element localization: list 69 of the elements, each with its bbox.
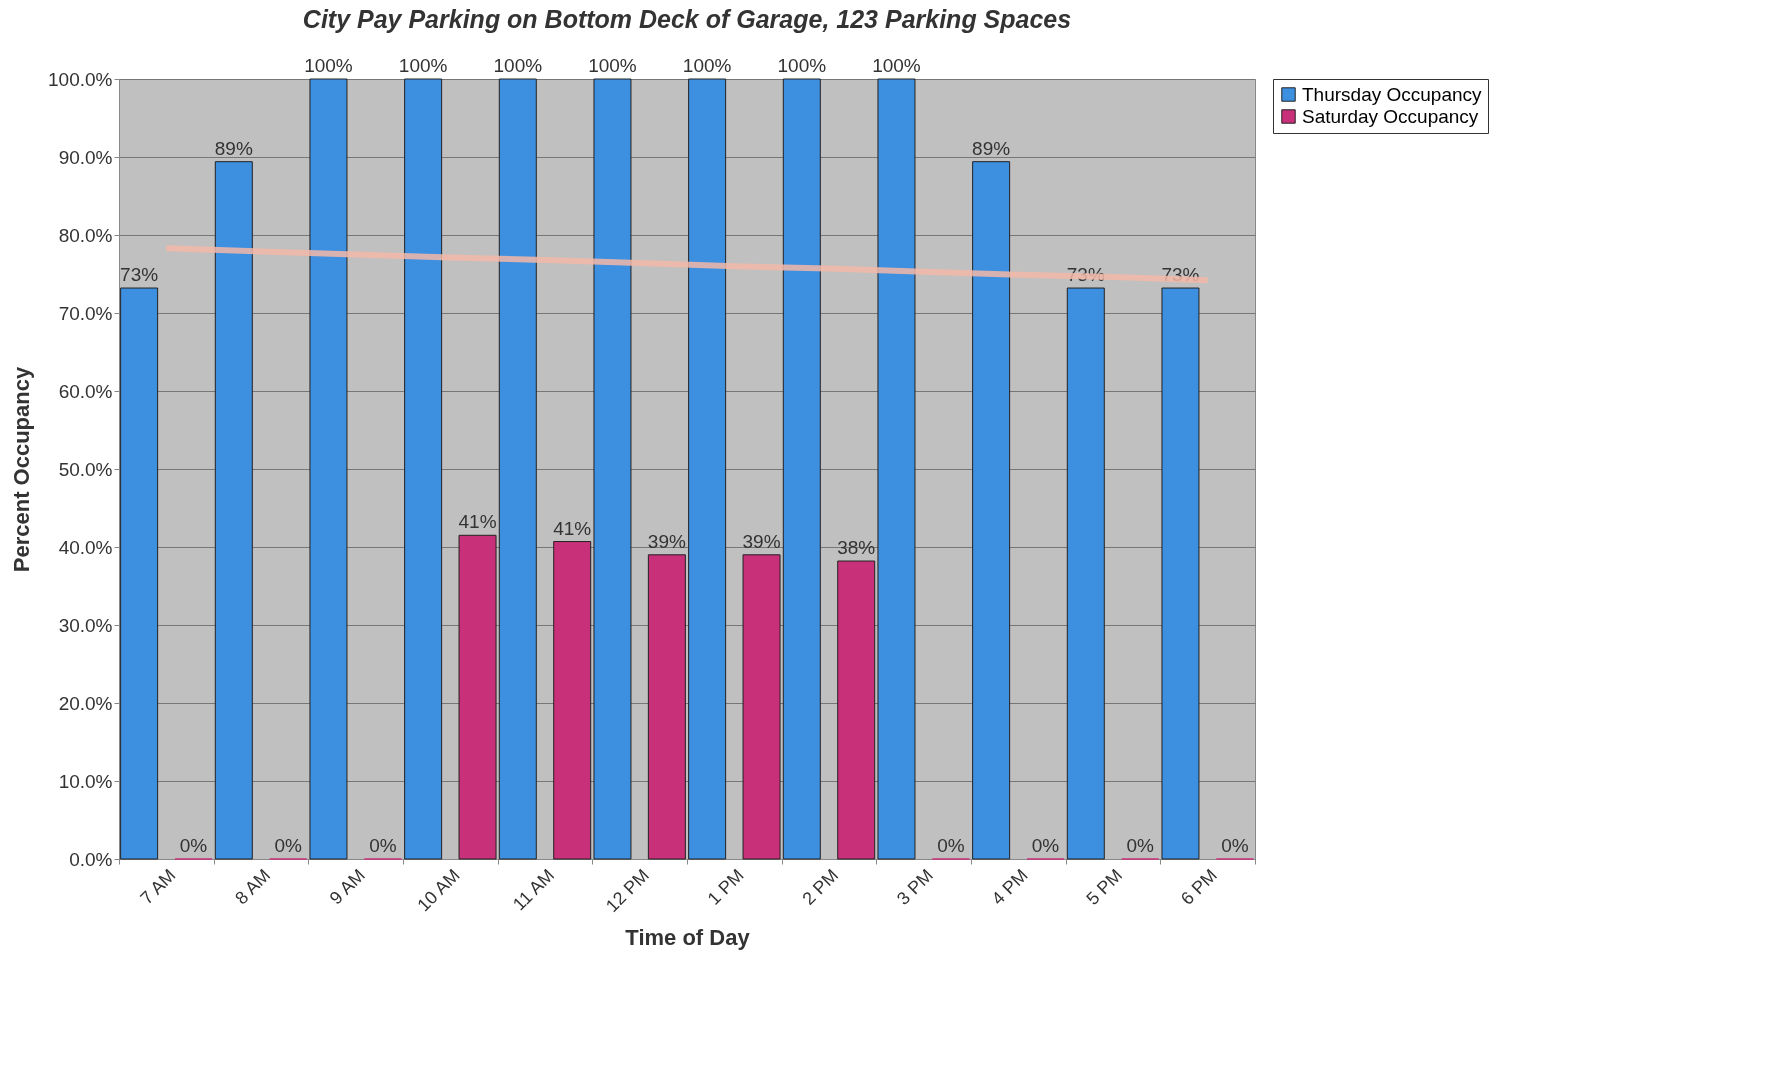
bar: [1066, 287, 1105, 860]
y-tick-label: 20.0%: [58, 692, 113, 714]
bar: [1161, 287, 1200, 860]
data-label: 100%: [304, 55, 353, 76]
x-tick-label: 4 PM: [987, 865, 1032, 909]
x-tick-label: 2 PM: [798, 865, 843, 909]
data-label: 73%: [1161, 264, 1200, 286]
bar: [742, 554, 781, 860]
data-label: 89%: [214, 137, 253, 159]
x-tick-label: 1 PM: [703, 865, 748, 909]
y-tick-label: 90.0%: [58, 146, 113, 168]
y-axis-title: Percent Occupancy: [9, 366, 35, 573]
data-label: 100%: [682, 55, 732, 76]
bar: [593, 78, 632, 860]
bar: [214, 161, 253, 860]
legend-label: Saturday Occupancy: [1302, 105, 1479, 127]
data-label: 0%: [1031, 835, 1060, 856]
data-label: 0%: [274, 835, 303, 856]
data-label: 0%: [369, 835, 397, 856]
y-tick-label: 30.0%: [58, 614, 113, 636]
x-tick-label: 5 PM: [1082, 865, 1127, 909]
y-tick-label: 60.0%: [58, 380, 113, 402]
x-axis-title: Time of Day: [625, 925, 751, 951]
y-tick-label: 0.0%: [69, 848, 113, 870]
bar: [972, 161, 1011, 860]
data-label: 0%: [1221, 835, 1249, 856]
data-label: 0%: [1126, 835, 1155, 856]
bar: [647, 554, 686, 860]
y-tick-label: 50.0%: [58, 458, 113, 480]
x-tick-label: 9 AM: [325, 865, 369, 909]
data-label: 39%: [742, 530, 781, 552]
x-tick-label: 11 AM: [508, 865, 559, 915]
data-label: 38%: [837, 537, 876, 559]
x-tick-label: 12 PM: [601, 865, 653, 917]
bar: [688, 78, 727, 860]
bar: [120, 287, 159, 860]
data-label: 73%: [120, 264, 159, 286]
x-tick-label: 8 AM: [231, 865, 275, 909]
y-tick-label: 10.0%: [58, 770, 113, 792]
data-label: 100%: [872, 55, 921, 76]
y-tick-label: 40.0%: [58, 536, 113, 558]
data-label: 0%: [179, 835, 208, 856]
data-label: 41%: [458, 511, 497, 533]
chart-title: City Pay Parking on Bottom Deck of Garage, 123 Parking Spaces: [302, 5, 1072, 33]
y-tick-label: 100.0%: [48, 68, 113, 90]
x-tick-label: 10 AM: [413, 865, 464, 916]
bar: [782, 78, 821, 860]
x-tick-label: 3 PM: [893, 865, 937, 909]
bar: [458, 534, 497, 860]
data-label: 41%: [553, 517, 592, 539]
x-tick-label: 6 PM: [1177, 865, 1221, 909]
bar: [498, 78, 537, 860]
data-label: 100%: [398, 55, 448, 76]
data-label: 100%: [777, 55, 827, 76]
data-label: 89%: [972, 137, 1011, 159]
data-label: 100%: [588, 55, 637, 76]
bar: [404, 78, 443, 860]
bar: [837, 560, 876, 860]
data-label: 73%: [1066, 264, 1105, 286]
bar: [309, 78, 348, 860]
data-label: 39%: [647, 530, 686, 552]
bar: [553, 541, 592, 860]
bar: [877, 78, 916, 860]
y-tick-label: 70.0%: [58, 302, 113, 324]
data-label: 100%: [493, 55, 543, 76]
legend-label: Thursday Occupancy: [1302, 83, 1483, 105]
data-label: 0%: [937, 835, 965, 856]
y-tick-label: 80.0%: [58, 224, 113, 246]
x-tick-label: 7 AM: [136, 865, 180, 909]
